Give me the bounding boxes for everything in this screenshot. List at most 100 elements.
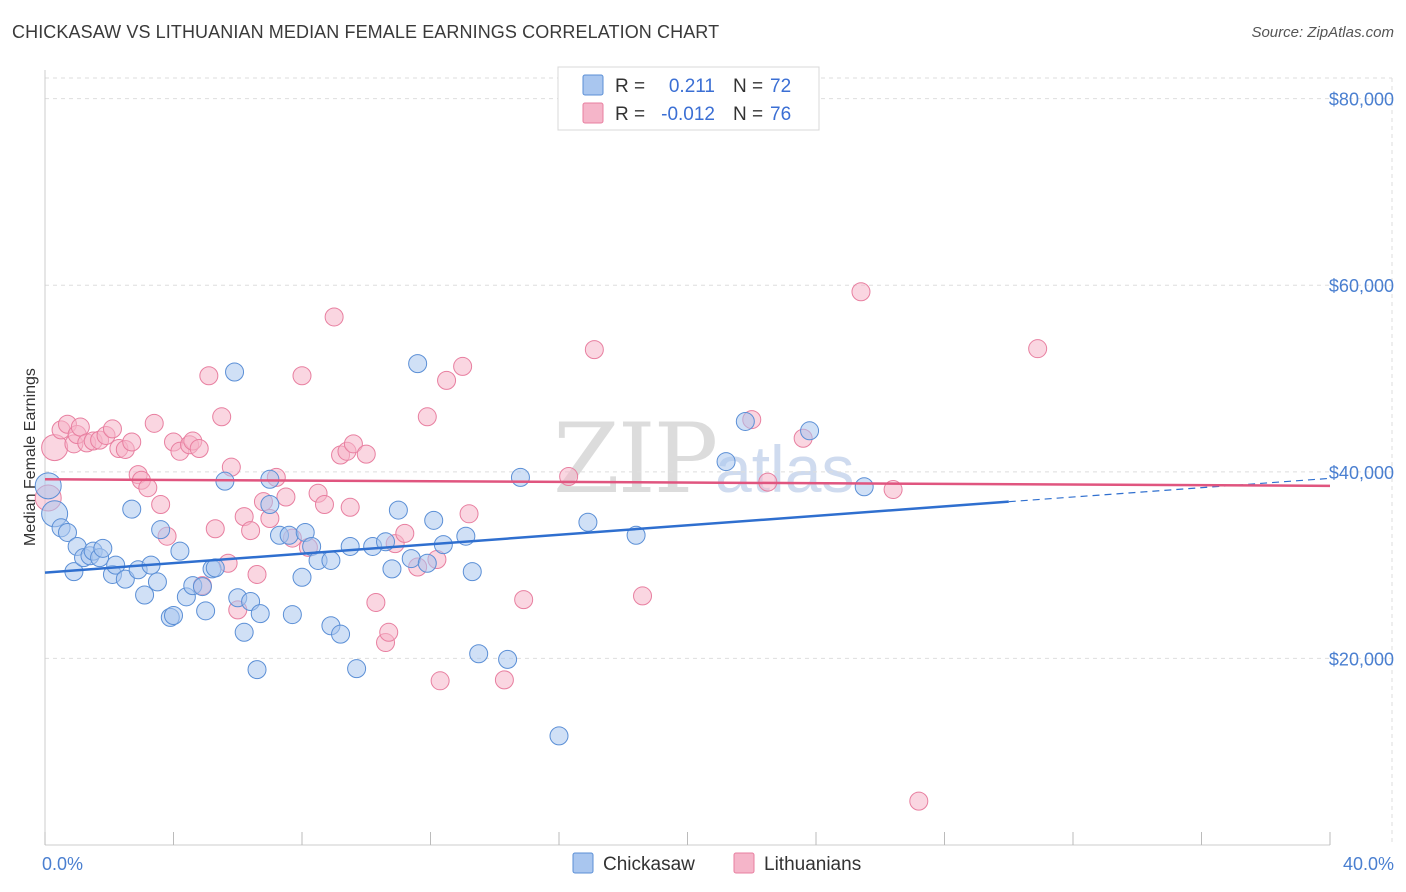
lithuanians-point	[459, 504, 479, 524]
lithuanians-point	[276, 487, 296, 507]
legend-n-label-chickasaw: N =	[733, 76, 763, 97]
chickasaw-point	[347, 659, 367, 679]
trend-lines	[44, 477, 1331, 574]
lithuanians-point	[102, 419, 122, 439]
lithuanians-point	[437, 370, 457, 390]
chickasaw-point	[93, 538, 113, 558]
lithuanians-point	[909, 791, 929, 811]
y-axis-label: Median Female Earnings	[22, 368, 39, 546]
chickasaw-point	[735, 411, 755, 431]
lithuanians-point	[189, 439, 209, 459]
lithuanians-points	[34, 105, 1048, 811]
chickasaw-point	[115, 569, 135, 589]
y-tick-labels: $20,000 $40,000 $60,000 $80,000	[1329, 90, 1394, 670]
lithuanians-point	[453, 356, 473, 376]
chickasaw-point	[225, 362, 245, 382]
bottom-legend-label-chickasaw: Chickasaw	[603, 854, 695, 875]
legend-r-value-chickasaw: 0.211	[669, 76, 715, 97]
chickasaw-trend-line	[44, 500, 1009, 574]
lithuanians-point	[122, 432, 142, 452]
watermark: ZIP atlas	[553, 403, 854, 515]
chickasaw-point	[34, 472, 62, 500]
chickasaw-point	[135, 585, 155, 605]
x-axis-ticks	[44, 832, 1331, 845]
chickasaw-point	[510, 467, 530, 487]
legend-r-label-lithuanians: R =	[615, 104, 645, 125]
y-tick-label-40000: $40,000	[1329, 463, 1394, 483]
lithuanians-point	[144, 413, 164, 433]
legend-n-value-lithuanians: 76	[770, 104, 791, 125]
chickasaw-point	[854, 477, 874, 497]
chickasaw-point	[401, 549, 421, 569]
lithuanians-point	[584, 340, 604, 360]
chickasaw-point	[106, 555, 126, 575]
chickasaw-point	[424, 510, 444, 530]
lithuanians-point	[883, 480, 903, 500]
chickasaw-point	[151, 520, 171, 540]
chickasaw-point	[578, 512, 598, 532]
chart-title: CHICKASAW VS LITHUANIAN MEDIAN FEMALE EA…	[12, 22, 720, 42]
chickasaw-point	[247, 660, 267, 680]
lithuanians-point	[633, 586, 653, 606]
lithuanians-point	[494, 670, 514, 690]
chickasaw-points	[34, 354, 874, 746]
chickasaw-point	[196, 601, 216, 621]
lithuanians-point	[1028, 339, 1048, 359]
legend-r-value-lithuanians: -0.012	[661, 104, 715, 125]
lithuanians-point	[199, 366, 219, 386]
legend-swatch-chickasaw	[582, 74, 604, 96]
watermark-zip: ZIP	[553, 403, 716, 515]
chickasaw-point	[417, 553, 437, 573]
chickasaw-point	[292, 567, 312, 587]
lithuanians-point	[212, 407, 232, 427]
lithuanians-point	[314, 494, 334, 514]
chickasaw-point	[331, 624, 351, 644]
lithuanians-point	[395, 523, 415, 543]
x-tick-label-max: 40.0%	[1343, 854, 1394, 874]
legend-n-value-chickasaw: 72	[770, 76, 791, 97]
chickasaw-point	[234, 622, 254, 642]
lithuanians-point	[343, 434, 363, 454]
chickasaw-point	[469, 644, 489, 664]
chickasaw-point	[388, 500, 408, 520]
y-tick-label-20000: $20,000	[1329, 649, 1394, 669]
series-legend: Chickasaw Lithuanians	[572, 852, 861, 875]
lithuanians-point	[379, 622, 399, 642]
y-tick-label-60000: $60,000	[1329, 276, 1394, 296]
chickasaw-point	[626, 525, 646, 545]
x-tick-label-min: 0.0%	[42, 854, 83, 874]
lithuanians-point	[205, 519, 225, 539]
lithuanians-point	[241, 521, 261, 541]
chickasaw-point	[147, 572, 167, 592]
chickasaw-point	[382, 559, 402, 579]
chickasaw-point	[498, 649, 518, 669]
lithuanians-point	[70, 417, 90, 437]
lithuanians-point	[366, 592, 386, 612]
legend-n-label-lithuanians: N =	[733, 104, 763, 125]
lithuanians-point	[324, 307, 344, 327]
chickasaw-point	[279, 525, 299, 545]
lithuanians-trend-line	[44, 478, 1331, 488]
chickasaw-point	[321, 550, 341, 570]
lithuanians-point	[417, 407, 437, 427]
lithuanians-point	[151, 494, 171, 514]
bottom-legend-swatch-chickasaw	[572, 852, 594, 874]
lithuanians-point	[340, 497, 360, 517]
chickasaw-point	[462, 562, 482, 582]
lithuanians-point	[247, 564, 267, 584]
chickasaw-point	[260, 494, 280, 514]
lithuanians-point	[356, 444, 376, 464]
lithuanians-point	[292, 366, 312, 386]
chickasaw-point	[122, 499, 142, 519]
correlation-legend: R = 0.211 N = 72 R = -0.012 N = 76	[557, 66, 820, 131]
chickasaw-point	[408, 354, 428, 374]
lithuanians-point	[514, 590, 534, 610]
lithuanians-point	[851, 282, 871, 302]
bottom-legend-swatch-lithuanians	[733, 852, 755, 874]
chickasaw-point	[800, 421, 820, 441]
chickasaw-point	[250, 604, 270, 624]
source-credit: Source: ZipAtlas.com	[1251, 24, 1394, 41]
chickasaw-point	[549, 726, 569, 746]
lithuanians-point	[430, 671, 450, 691]
chickasaw-point	[164, 606, 183, 625]
